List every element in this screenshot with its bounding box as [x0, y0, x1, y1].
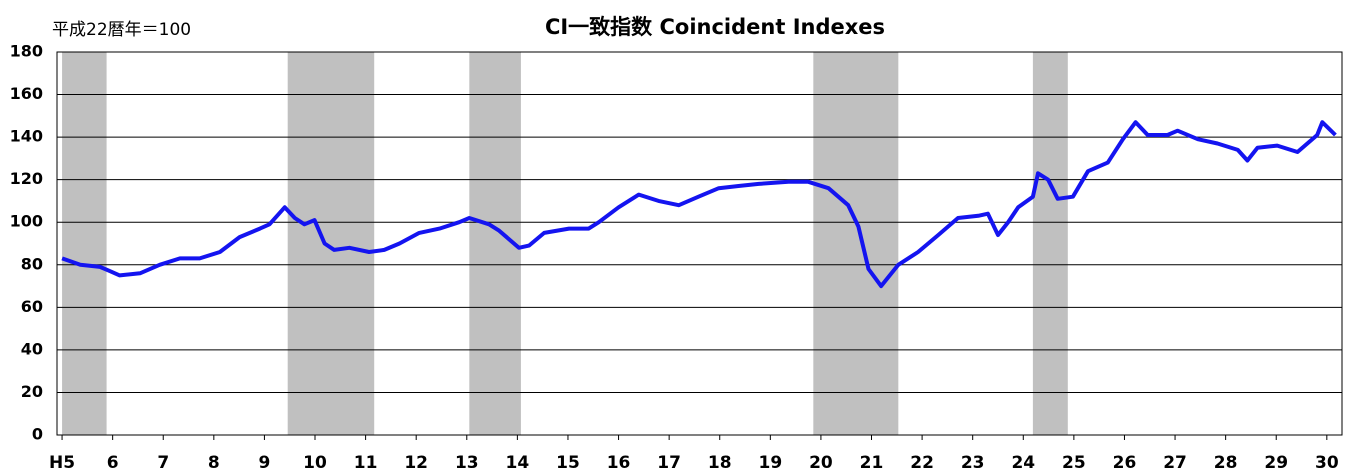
x-tick-label: 26 [1113, 453, 1137, 473]
x-tick-label: 10 [303, 453, 327, 473]
x-tick-label: 20 [809, 453, 833, 473]
x-tick-label: 6 [107, 453, 119, 473]
plot-border [56, 51, 1343, 436]
y-tick-label: 0 [32, 425, 43, 444]
x-tick-label: 17 [657, 453, 681, 473]
y-tick-label: 40 [21, 339, 43, 358]
x-tick-label: 24 [1011, 453, 1035, 473]
x-tick-label: 28 [1214, 453, 1238, 473]
recession-band [62, 52, 107, 435]
recession-band [1032, 52, 1068, 435]
series-line [61, 120, 1337, 289]
x-tick-label: 19 [758, 453, 782, 473]
x-tick-label: 9 [258, 453, 270, 473]
y-tick-label: 120 [10, 169, 43, 188]
y-tick-label: 100 [10, 212, 43, 231]
y-tick-label: 180 [10, 42, 43, 61]
x-tick-label: 25 [1062, 453, 1086, 473]
x-tick-label: 15 [556, 453, 580, 473]
chart-title: CI一致指数 Coincident Indexes [545, 15, 885, 39]
x-tick-label: 11 [354, 453, 378, 473]
x-tick-label: 30 [1315, 453, 1339, 473]
x-tick-label: 13 [455, 453, 479, 473]
y-tick-label: 160 [10, 84, 43, 103]
recession-band [287, 52, 375, 435]
x-tick-label: 23 [961, 453, 985, 473]
x-tick-label: 22 [910, 453, 934, 473]
x-tick-label: 12 [404, 453, 428, 473]
x-tick-label: 29 [1264, 453, 1288, 473]
x-tick-label: 21 [860, 453, 884, 473]
y-tick-label: 20 [21, 382, 43, 401]
x-tick-label: 16 [607, 453, 631, 473]
x-tick-label: 7 [157, 453, 169, 473]
y-tick-label: 140 [10, 127, 43, 146]
recession-band [813, 52, 899, 435]
y-tick-label: 60 [21, 297, 43, 316]
x-tick-label: H5 [49, 453, 75, 473]
x-tick-label: 18 [708, 453, 732, 473]
x-tick-label: 27 [1163, 453, 1187, 473]
x-tick-label: 14 [506, 453, 530, 473]
unit-label: 平成22暦年＝100 [52, 20, 191, 40]
y-tick-label: 80 [21, 254, 43, 273]
x-tick-label: 8 [208, 453, 220, 473]
